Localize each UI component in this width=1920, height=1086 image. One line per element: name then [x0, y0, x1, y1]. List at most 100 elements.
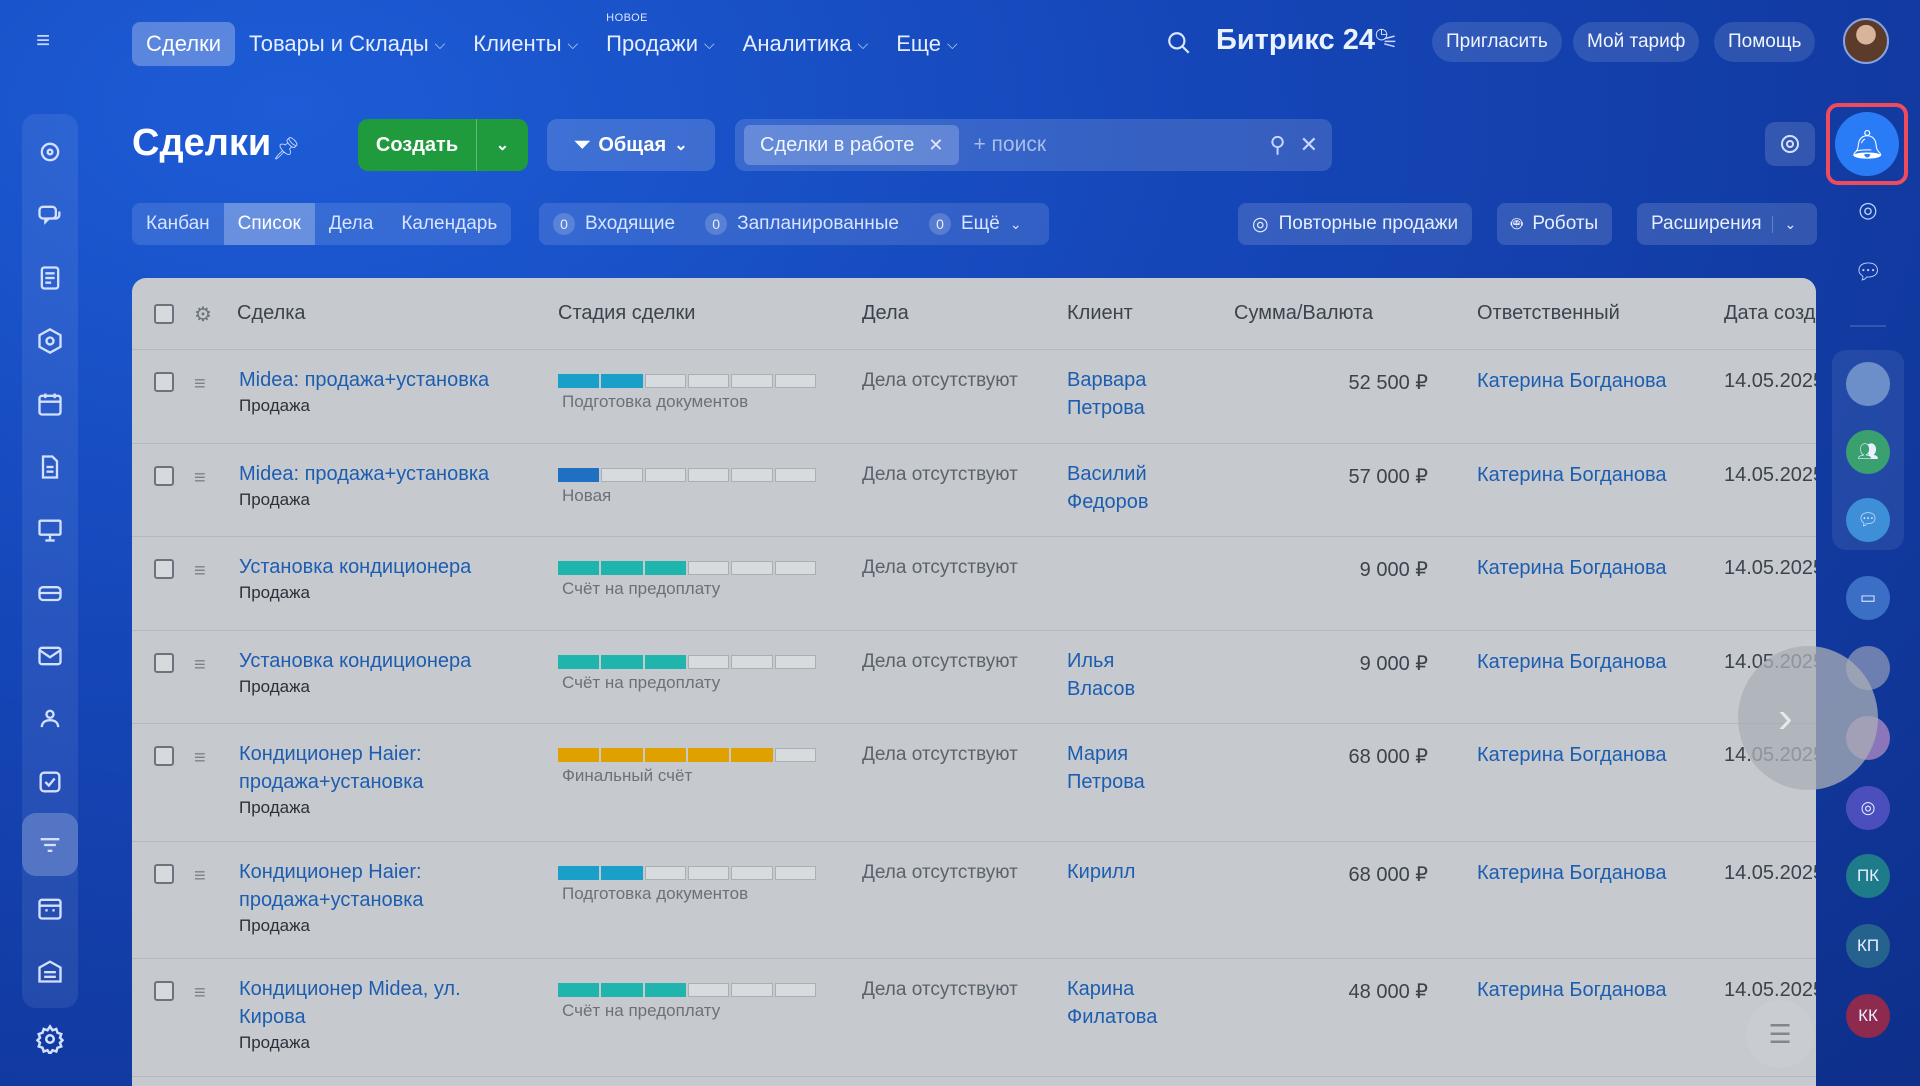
client-link[interactable]: Илья Власов	[1067, 650, 1136, 700]
row-checkbox[interactable]	[154, 653, 174, 673]
inbox-icon[interactable]	[22, 561, 78, 624]
drag-handle-icon[interactable]: ≡	[194, 865, 206, 887]
row-checkbox[interactable]	[154, 746, 174, 766]
group-chat-icon[interactable]: 👥︎	[1846, 430, 1890, 474]
clear-icon[interactable]: ✕	[1299, 132, 1318, 157]
filter-search-box[interactable]: Сделки в работе ✕ + поиск ⚲ ✕	[735, 119, 1332, 171]
row-checkbox[interactable]	[154, 864, 174, 884]
nav-item-analytics[interactable]: Аналитика ⌵	[742, 31, 869, 56]
deal-title[interactable]: Установка кондиционера	[239, 556, 472, 578]
column-header[interactable]: Клиент	[1067, 302, 1133, 324]
contact-card-icon[interactable]: ▭	[1846, 576, 1890, 620]
brand-logo[interactable]: Битрикс 24◷	[1216, 24, 1389, 56]
stage-progress[interactable]	[558, 374, 816, 388]
board-icon[interactable]	[22, 498, 78, 561]
drag-handle-icon[interactable]: ≡	[194, 747, 206, 769]
crm-funnel-icon[interactable]	[22, 813, 78, 876]
stage-progress[interactable]	[558, 561, 816, 575]
responsible-link[interactable]: Катерина Богданова	[1477, 557, 1667, 579]
drag-handle-icon[interactable]: ≡	[194, 560, 206, 582]
deal-link[interactable]: Midea: продажа+установка Продажа	[239, 366, 519, 418]
column-header[interactable]: Дела	[862, 302, 909, 324]
counter-more[interactable]: 0 Ещё ⌄	[928, 213, 1022, 235]
tasks-icon[interactable]	[22, 750, 78, 813]
client-link[interactable]: Варвара Петрова	[1067, 369, 1147, 419]
create-button-label[interactable]: Создать	[375, 133, 459, 156]
counter-planned[interactable]: 0 Запланированные	[705, 213, 899, 235]
deal-link[interactable]: Кондиционер Haier: продажа+установка Прод…	[239, 858, 519, 938]
settings-gear-icon[interactable]	[22, 1014, 78, 1064]
column-header[interactable]: Сделка	[237, 302, 306, 324]
drag-handle-icon[interactable]: ≡	[194, 373, 206, 395]
repeat-sales-button[interactable]: ◎ Повторные продажи	[1238, 203, 1473, 245]
schedule-icon[interactable]	[22, 876, 78, 939]
mail-icon[interactable]	[22, 624, 78, 687]
view-activities[interactable]: Дела	[328, 213, 374, 234]
tariff-button[interactable]: Мой тариф	[1573, 22, 1700, 62]
chat-avatar-1[interactable]	[1846, 362, 1890, 406]
funnel-select-button[interactable]: ⏷ Общая ⌄	[547, 119, 715, 171]
pin-icon[interactable]: 📌︎	[272, 136, 300, 161]
search-input[interactable]: + поиск	[973, 133, 1047, 156]
stage-progress[interactable]	[558, 748, 816, 762]
stage-progress[interactable]	[558, 866, 816, 880]
menu-icon[interactable]: ≡	[36, 27, 51, 54]
extensions-button[interactable]: Расширения ⌄	[1637, 203, 1817, 245]
table-row[interactable]: ≡ Установка кондиционера Продажа Счёт на пр…	[132, 537, 1816, 631]
search-icon[interactable]: ⚲	[1269, 132, 1286, 157]
nav-item-clients[interactable]: Клиенты ⌵	[473, 31, 579, 56]
file-icon[interactable]	[22, 435, 78, 498]
responsible-link[interactable]: Катерина Богданова	[1477, 651, 1667, 673]
robots-button[interactable]: 🤖︎ Роботы	[1497, 203, 1613, 245]
deal-link[interactable]: Установка кондиционера Продажа	[239, 553, 519, 605]
deal-title[interactable]: Кондиционер Haier: продажа+установка	[239, 743, 424, 793]
filter-chip[interactable]: Сделки в работе ✕	[744, 125, 960, 165]
calendar-icon[interactable]	[22, 372, 78, 435]
bell-icon[interactable]: 🔔︎	[1835, 112, 1899, 176]
create-button[interactable]: Создать ⌄	[358, 119, 528, 171]
deal-title[interactable]: Кондиционер Haier: продажа+установка	[239, 861, 424, 911]
responsible-link[interactable]: Катерина Богданова	[1477, 744, 1667, 766]
chat-avatar-initials-2[interactable]: КП	[1846, 924, 1890, 968]
client-link[interactable]: Василий Федоров	[1067, 463, 1149, 513]
select-all-checkbox[interactable]	[154, 304, 174, 324]
list-settings-button[interactable]	[1765, 122, 1815, 166]
copilot-chat-icon[interactable]: ◎	[1846, 786, 1890, 830]
warehouse-icon[interactable]	[22, 939, 78, 1002]
row-checkbox[interactable]	[154, 981, 174, 1001]
client-link[interactable]: Мария Петрова	[1067, 743, 1145, 793]
table-row[interactable]: ≡ Midea: продажа+установка Продажа Новая Дел…	[132, 444, 1816, 537]
chat-avatar-initials-1[interactable]: ПК	[1846, 854, 1890, 898]
copilot-icon[interactable]: ◎	[1858, 197, 1878, 222]
client-link[interactable]: Карина Филатова	[1067, 978, 1158, 1028]
table-row[interactable]: ≡ Кондиционер Midea, ул. Кирова Продажа Счё…	[132, 959, 1816, 1077]
column-settings-icon[interactable]: ⚙	[194, 304, 212, 326]
feed-icon[interactable]	[22, 120, 78, 183]
table-row[interactable]: ≡ Кондиционер Haier: продажа+установка Про…	[132, 842, 1816, 959]
stage-progress[interactable]	[558, 468, 816, 482]
invite-button[interactable]: Пригласить	[1432, 22, 1562, 62]
responsible-link[interactable]: Катерина Богданова	[1477, 370, 1667, 392]
contacts-icon[interactable]	[22, 687, 78, 750]
nav-item-deals[interactable]: Сделки	[132, 22, 235, 66]
row-checkbox[interactable]	[154, 559, 174, 579]
responsible-link[interactable]: Катерина Богданова	[1477, 862, 1667, 884]
nav-item-more[interactable]: Еще ⌵	[896, 31, 958, 56]
help-button[interactable]: Помощь	[1714, 22, 1816, 62]
nav-item-goods[interactable]: Товары и Склады ⌵	[248, 31, 446, 56]
row-checkbox[interactable]	[154, 466, 174, 486]
hexagon-icon[interactable]	[22, 309, 78, 372]
responsible-link[interactable]: Катерина Богданова	[1477, 464, 1667, 486]
general-chat-icon[interactable]: 💬︎	[1846, 498, 1890, 542]
stage-progress[interactable]	[558, 983, 816, 997]
table-row[interactable]: ≡ Кондиционер Haier: продажа+установка Про…	[132, 724, 1816, 842]
deal-title[interactable]: Midea: продажа+установка	[239, 463, 490, 485]
counter-incoming[interactable]: 0 Входящие	[553, 213, 675, 235]
deal-title[interactable]: Midea: продажа+установка	[239, 369, 490, 391]
deal-link[interactable]: Midea: продажа+установка Продажа	[239, 460, 519, 512]
view-kanban[interactable]: Канбан	[146, 213, 210, 234]
search-icon[interactable]	[1166, 30, 1192, 56]
support-chat-icon[interactable]: 💬︎	[1854, 259, 1882, 284]
deal-title[interactable]: Кондиционер Midea, ул. Кирова	[239, 978, 461, 1028]
column-header[interactable]: Стадия сделки	[558, 302, 696, 324]
